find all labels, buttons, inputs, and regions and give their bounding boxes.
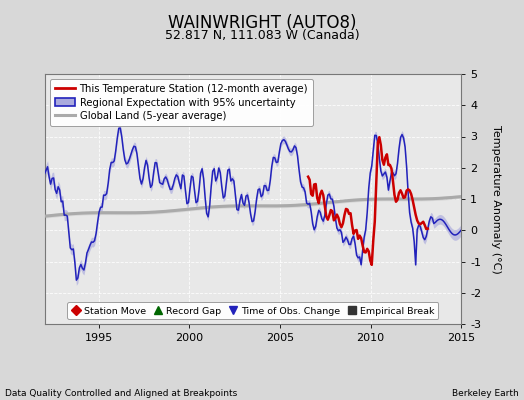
- Text: WAINWRIGHT (AUTO8): WAINWRIGHT (AUTO8): [168, 14, 356, 32]
- Text: Data Quality Controlled and Aligned at Breakpoints: Data Quality Controlled and Aligned at B…: [5, 389, 237, 398]
- Y-axis label: Temperature Anomaly (°C): Temperature Anomaly (°C): [490, 125, 501, 273]
- Legend: Station Move, Record Gap, Time of Obs. Change, Empirical Break: Station Move, Record Gap, Time of Obs. C…: [67, 302, 439, 319]
- Text: Berkeley Earth: Berkeley Earth: [452, 389, 519, 398]
- Text: 52.817 N, 111.083 W (Canada): 52.817 N, 111.083 W (Canada): [165, 29, 359, 42]
